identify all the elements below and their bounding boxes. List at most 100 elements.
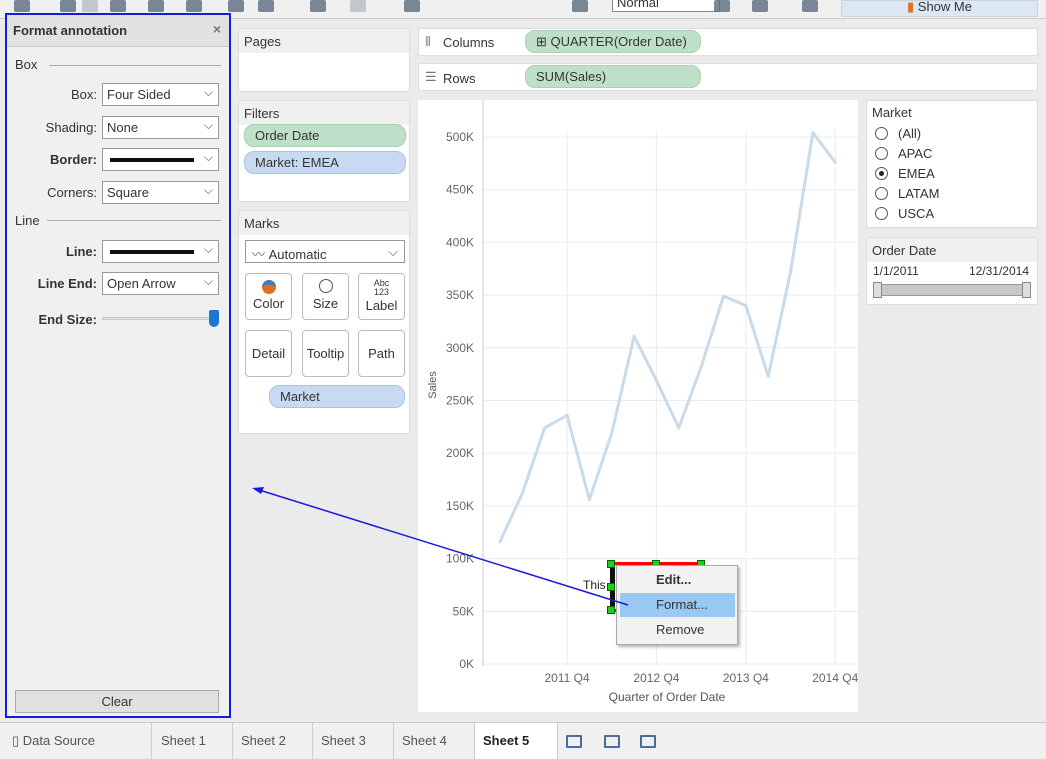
- new-worksheet-icon[interactable]: [566, 735, 582, 748]
- pages-shelf[interactable]: Pages: [238, 28, 410, 92]
- border-select[interactable]: ⌵: [102, 148, 219, 171]
- slider-thumb[interactable]: [209, 310, 219, 327]
- option-label: APAC: [898, 145, 933, 161]
- line-style-swatch: [110, 158, 194, 162]
- date-start[interactable]: 1/1/2011: [873, 264, 919, 278]
- market-option[interactable]: EMEA: [867, 163, 1037, 183]
- highlight-icon[interactable]: [752, 0, 768, 12]
- marks-pill-market[interactable]: Market: [269, 385, 405, 408]
- show-me-button[interactable]: ▮ Show Me: [841, 0, 1038, 17]
- chart-icon[interactable]: [572, 0, 588, 12]
- columns-icon: ⦀: [425, 34, 431, 49]
- market-option[interactable]: LATAM: [867, 183, 1037, 203]
- resize-handle[interactable]: [607, 606, 615, 614]
- line-end-select[interactable]: Open Arrow ⌵: [102, 272, 219, 295]
- date-end[interactable]: 12/31/2014: [968, 264, 1029, 278]
- tooltip-button[interactable]: Tooltip: [302, 330, 349, 377]
- sort-icon[interactable]: [404, 0, 420, 12]
- rows-pill[interactable]: SUM(Sales): [525, 65, 701, 88]
- slider-handle-start[interactable]: [873, 282, 882, 298]
- duplicate-sheet-icon[interactable]: [228, 0, 244, 12]
- pin-icon[interactable]: [714, 0, 730, 12]
- market-option[interactable]: USCA: [867, 203, 1037, 223]
- y-tick-label: 100K: [446, 552, 474, 566]
- menu-item-format[interactable]: Format...: [620, 593, 735, 617]
- sheet-tab-bar: ▯ Data Source Sheet 1 Sheet 2 Sheet 3 Sh…: [0, 722, 1046, 759]
- save-icon[interactable]: [110, 0, 126, 12]
- mark-type-value: Automatic: [268, 247, 327, 262]
- market-option[interactable]: (All): [867, 123, 1037, 143]
- rows-shelf[interactable]: ☰ Rows SUM(Sales): [418, 63, 1038, 91]
- line-chart[interactable]: 0K 50K 100K 150K 200K 250K 300K 350K 400K 450K 500…: [418, 100, 859, 712]
- size-button[interactable]: Size: [302, 273, 349, 320]
- chevron-down-icon: ⌵: [203, 118, 213, 132]
- data-point: [722, 294, 725, 298]
- context-menu: Edit... Format... Remove: [616, 565, 738, 645]
- tab-sheet-3[interactable]: Sheet 3: [313, 723, 394, 759]
- line-select[interactable]: ⌵: [102, 240, 219, 263]
- tab-sheet-5[interactable]: Sheet 5: [475, 723, 558, 759]
- corners-select[interactable]: Square ⌵: [102, 181, 219, 204]
- filters-shelf[interactable]: Filters Order Date Market: EMEA: [238, 100, 410, 202]
- tab-sheet-1[interactable]: Sheet 1: [153, 723, 233, 759]
- tab-sheet-4[interactable]: Sheet 4: [394, 723, 475, 759]
- label-button[interactable]: Abc 123 Label: [358, 273, 405, 320]
- panel-title: Format annotation: [13, 23, 128, 38]
- new-datasource-icon[interactable]: [14, 0, 30, 12]
- chevron-down-icon: ⌵: [203, 85, 213, 99]
- tab-sheet-2[interactable]: Sheet 2: [233, 723, 313, 759]
- date-range-slider[interactable]: [875, 284, 1031, 296]
- market-option[interactable]: APAC: [867, 143, 1037, 163]
- new-worksheet-icon[interactable]: [186, 0, 202, 12]
- marks-title: Marks: [239, 211, 409, 235]
- columns-shelf[interactable]: ⦀ Columns ⊞ QUARTER(Order Date): [418, 28, 1038, 56]
- box-select[interactable]: Four Sided ⌵: [102, 83, 219, 106]
- color-icon: [261, 280, 276, 294]
- chevron-down-icon: ⌵: [203, 150, 213, 164]
- mark-type-select[interactable]: 〰 Automatic ⌵: [245, 240, 405, 263]
- menu-item-remove[interactable]: Remove: [656, 622, 705, 637]
- format-annotation-panel: Format annotation × Box Box: Four Sided ⌵ …: [5, 13, 231, 718]
- x-tick-label: 2012 Q4: [633, 671, 679, 685]
- add-datasource-icon[interactable]: [148, 0, 164, 12]
- swap-icon[interactable]: [310, 0, 326, 12]
- slider-handle-end[interactable]: [1022, 282, 1031, 298]
- x-tick-label: 2011 Q4: [544, 671, 589, 685]
- columns-pill[interactable]: ⊞ QUARTER(Order Date): [525, 30, 701, 53]
- filters-title: Filters: [239, 101, 409, 125]
- refresh-icon[interactable]: [350, 0, 366, 12]
- presentation-icon[interactable]: [802, 0, 818, 12]
- tab-data-source[interactable]: ▯ Data Source: [0, 723, 152, 759]
- border-label: Border:: [50, 152, 97, 167]
- undo-icon[interactable]: [60, 0, 76, 12]
- fit-select[interactable]: Normal: [612, 0, 720, 12]
- new-story-icon[interactable]: [640, 735, 656, 748]
- resize-handle[interactable]: [607, 560, 615, 568]
- annotation-text[interactable]: This: [583, 578, 606, 592]
- box-value: Four Sided: [107, 87, 171, 102]
- show-me-label: Show Me: [917, 0, 972, 14]
- resize-handle[interactable]: [607, 583, 615, 591]
- data-point: [520, 491, 524, 495]
- market-filter-card: Market (All) APAC EMEA LATAM USCA: [866, 100, 1038, 228]
- filter-pill-market[interactable]: Market: EMEA: [244, 151, 406, 174]
- chevron-down-icon: ⌵: [203, 242, 213, 256]
- detail-button[interactable]: Detail: [245, 330, 292, 377]
- y-tick-label: 200K: [446, 446, 474, 460]
- size-icon: [318, 279, 333, 293]
- data-point: [766, 374, 770, 378]
- new-dashboard-icon[interactable]: [604, 735, 620, 748]
- close-icon[interactable]: ×: [212, 21, 221, 37]
- redo-icon[interactable]: [82, 0, 98, 12]
- menu-item-edit[interactable]: Edit...: [656, 572, 692, 587]
- path-button[interactable]: Path: [358, 330, 405, 377]
- clear-sheet-icon[interactable]: [258, 0, 274, 12]
- radio-icon: [875, 186, 888, 200]
- order-date-filter-card: Order Date 1/1/2011 12/31/2014: [866, 237, 1038, 305]
- data-point: [632, 334, 636, 338]
- end-size-slider[interactable]: [102, 317, 215, 320]
- color-button[interactable]: Color: [245, 273, 292, 320]
- clear-button[interactable]: Clear: [15, 690, 219, 713]
- filter-pill-order-date[interactable]: Order Date: [244, 124, 406, 147]
- shading-select[interactable]: None ⌵: [102, 116, 219, 139]
